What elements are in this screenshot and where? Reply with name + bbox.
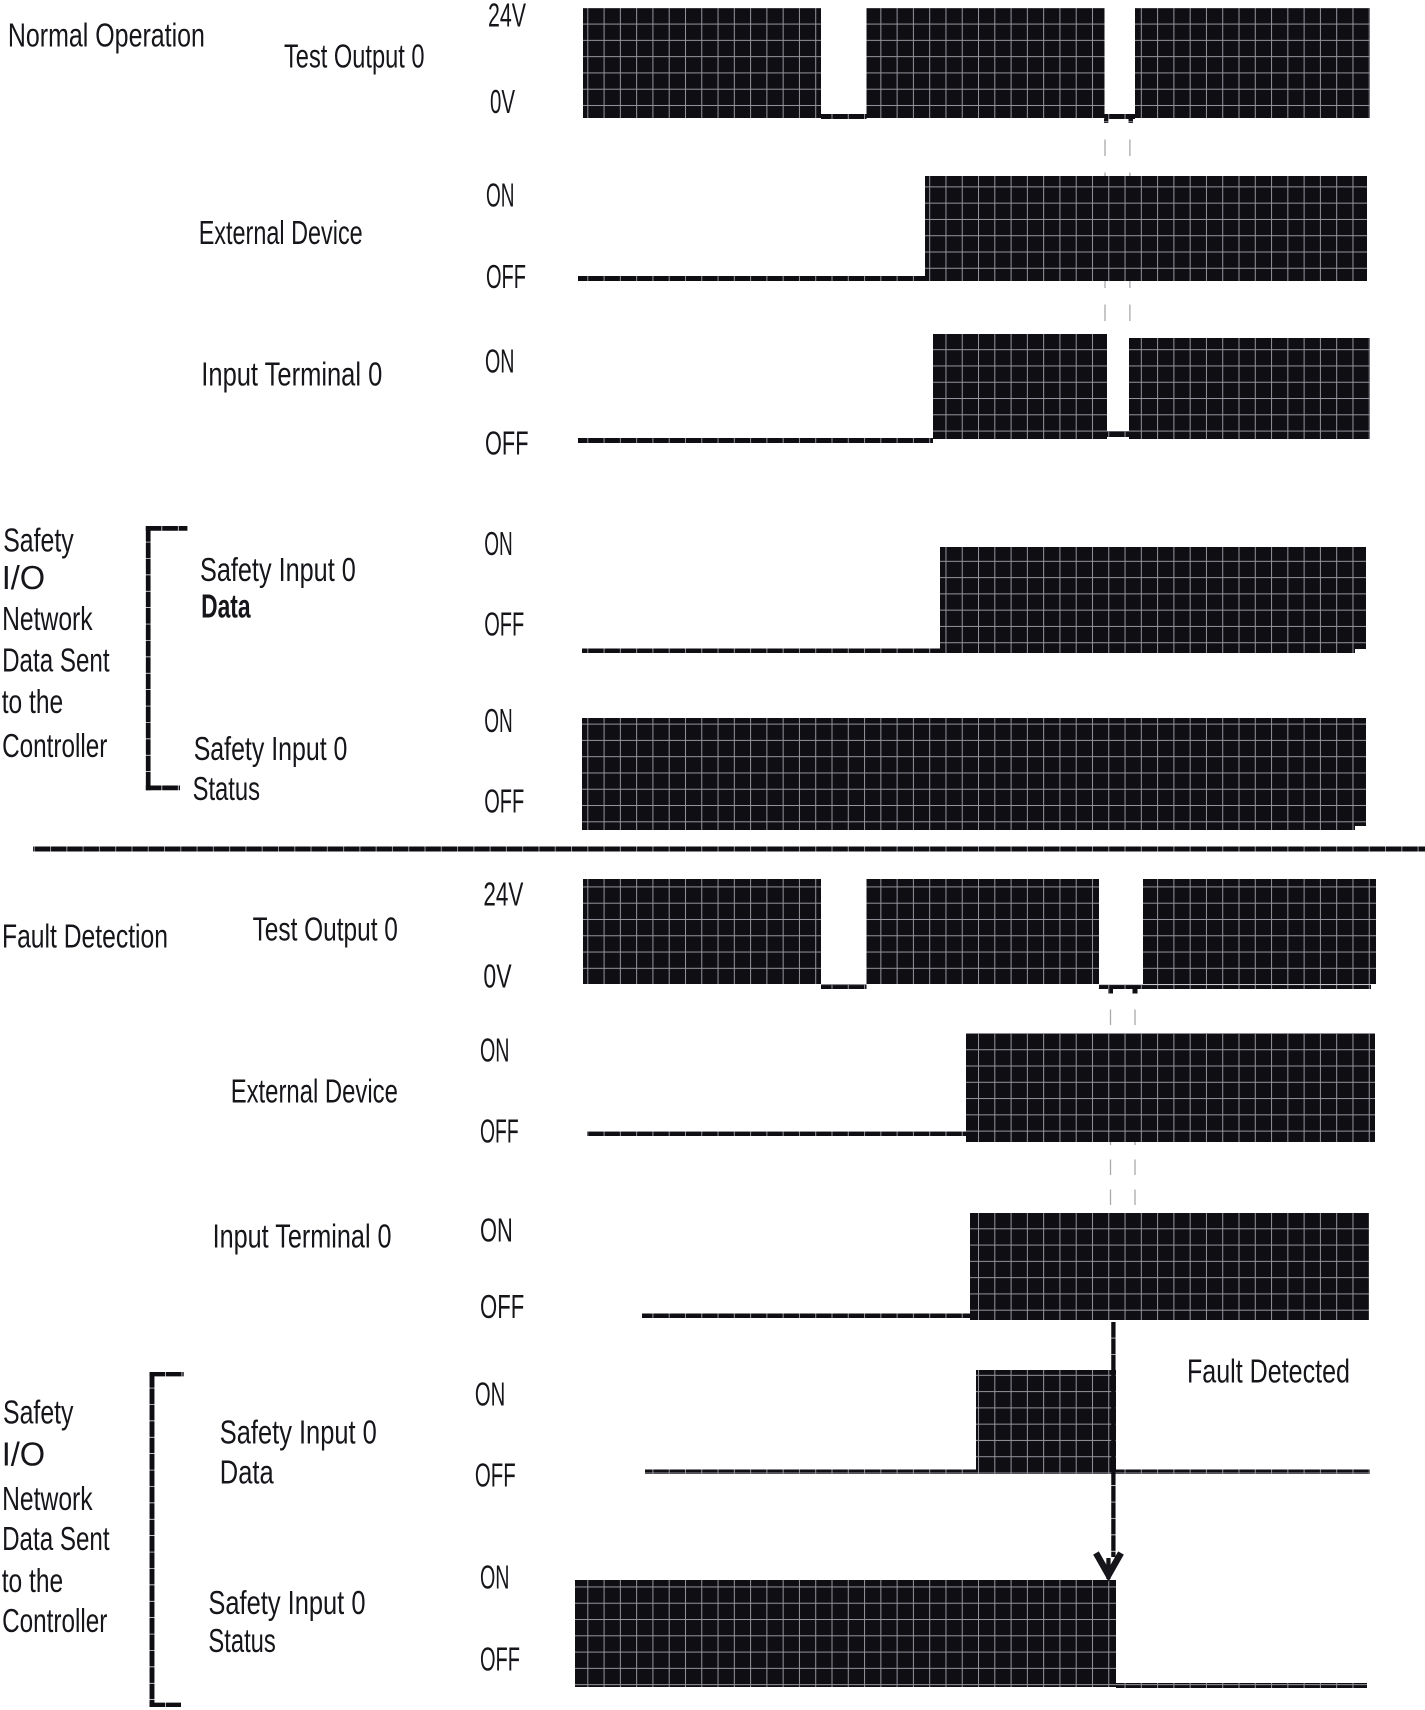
svg-text:OFF: OFF	[485, 425, 529, 462]
svg-text:0V: 0V	[490, 83, 515, 120]
svg-text:Test Output 0: Test Output 0	[284, 38, 425, 75]
svg-text:Normal Operation: Normal Operation	[8, 17, 205, 54]
svg-text:ON: ON	[480, 1031, 510, 1068]
svg-text:Network: Network	[2, 1480, 93, 1517]
svg-text:I/O: I/O	[2, 559, 46, 596]
svg-text:Data Sent: Data Sent	[2, 1520, 110, 1557]
svg-text:OFF: OFF	[480, 1288, 524, 1325]
svg-text:ON: ON	[486, 177, 515, 214]
svg-text:ON: ON	[480, 1559, 510, 1596]
svg-text:OFF: OFF	[480, 1113, 519, 1150]
svg-text:24V: 24V	[483, 876, 523, 913]
svg-text:Data: Data	[201, 588, 251, 625]
svg-text:Input Terminal 0: Input Terminal 0	[213, 1218, 392, 1255]
svg-text:Fault Detected: Fault Detected	[1187, 1353, 1350, 1390]
svg-text:OFF: OFF	[486, 258, 526, 295]
svg-text:Data: Data	[220, 1454, 274, 1491]
svg-text:Safety Input 0: Safety Input 0	[220, 1414, 377, 1451]
svg-text:Safety: Safety	[3, 522, 74, 559]
svg-text:I/O: I/O	[2, 1436, 46, 1473]
svg-text:ON: ON	[485, 343, 515, 380]
svg-text:ON: ON	[484, 525, 513, 562]
svg-text:0V: 0V	[483, 958, 511, 995]
svg-text:Fault Detection: Fault Detection	[2, 918, 168, 955]
svg-text:ON: ON	[480, 1212, 513, 1249]
svg-text:Safety Input 0: Safety Input 0	[208, 1584, 365, 1621]
svg-text:24V: 24V	[488, 0, 526, 34]
svg-text:Controller: Controller	[2, 727, 107, 764]
svg-text:Input Terminal 0: Input Terminal 0	[201, 356, 382, 393]
svg-text:Data Sent: Data Sent	[2, 642, 110, 679]
svg-text:ON: ON	[484, 702, 513, 739]
svg-text:to the: to the	[2, 1562, 64, 1599]
svg-text:OFF: OFF	[480, 1641, 520, 1678]
svg-text:OFF: OFF	[475, 1457, 516, 1494]
svg-text:OFF: OFF	[484, 606, 524, 643]
svg-text:OFF: OFF	[484, 783, 524, 820]
svg-text:External Device: External Device	[231, 1073, 398, 1110]
svg-text:to the: to the	[2, 683, 64, 720]
svg-text:Test Output 0: Test Output 0	[253, 911, 398, 948]
svg-text:Status: Status	[208, 1622, 275, 1659]
svg-text:Safety Input 0: Safety Input 0	[200, 551, 356, 588]
svg-text:Safety Input 0: Safety Input 0	[194, 730, 348, 767]
svg-text:Status: Status	[193, 770, 260, 807]
svg-text:Network: Network	[2, 600, 93, 637]
svg-text:Safety: Safety	[3, 1394, 74, 1431]
svg-text:ON: ON	[475, 1376, 505, 1413]
svg-text:Controller: Controller	[2, 1602, 107, 1639]
svg-text:External Device: External Device	[199, 214, 363, 251]
